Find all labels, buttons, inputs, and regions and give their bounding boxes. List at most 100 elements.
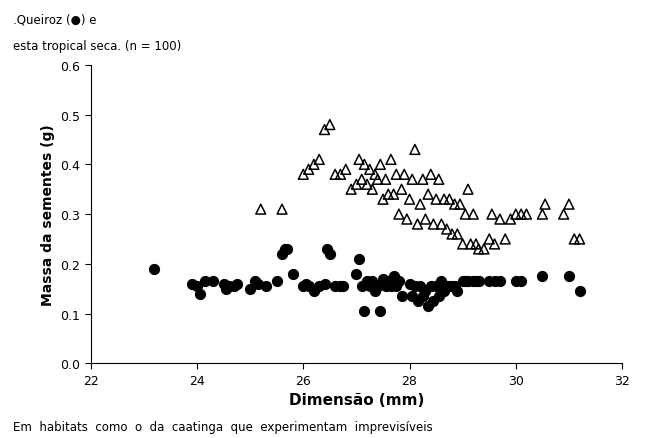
Point	[378, 196, 388, 203]
Point	[434, 177, 444, 184]
Point	[359, 162, 369, 169]
X-axis label: Dimensão (mm): Dimensão (mm)	[289, 392, 424, 407]
Point	[364, 166, 375, 173]
Point	[200, 278, 210, 285]
Point	[301, 281, 311, 288]
Point	[149, 266, 159, 273]
Point	[574, 288, 584, 295]
Point	[450, 201, 460, 208]
Point	[391, 283, 401, 290]
Point	[521, 211, 531, 218]
Point	[314, 283, 325, 290]
Point	[439, 288, 449, 295]
Point	[516, 211, 526, 218]
Point	[415, 283, 425, 290]
Point	[452, 231, 463, 238]
Point	[208, 278, 218, 285]
Point	[564, 273, 574, 280]
Point	[457, 278, 468, 285]
Point	[397, 186, 407, 193]
Point	[346, 186, 356, 193]
Point	[356, 177, 367, 184]
Point	[457, 241, 468, 248]
Point	[441, 226, 452, 233]
Point	[335, 283, 345, 290]
Point	[441, 283, 452, 290]
Point	[279, 246, 290, 253]
Point	[232, 281, 242, 288]
Point	[380, 177, 391, 184]
Point	[417, 177, 428, 184]
Point	[351, 181, 362, 188]
Point	[325, 251, 335, 258]
Point	[511, 211, 521, 218]
Point	[367, 278, 378, 285]
Point	[410, 147, 420, 154]
Point	[402, 216, 412, 223]
Point	[187, 281, 197, 288]
Point	[487, 211, 497, 218]
Point	[494, 216, 505, 223]
Point	[463, 278, 473, 285]
Point	[460, 278, 470, 285]
Point	[282, 246, 292, 253]
Point	[354, 256, 364, 263]
Point	[383, 191, 393, 198]
Point	[375, 162, 386, 169]
Point	[474, 246, 484, 253]
Point	[319, 127, 330, 134]
Point	[288, 271, 298, 278]
Point	[375, 308, 386, 315]
Point	[407, 177, 417, 184]
Point	[338, 283, 349, 290]
Point	[450, 283, 460, 290]
Point	[255, 206, 266, 213]
Point	[417, 293, 428, 300]
Point	[386, 283, 396, 290]
Point	[479, 246, 489, 253]
Point	[436, 221, 446, 228]
Point	[383, 278, 393, 285]
Point	[447, 283, 457, 290]
Point	[415, 201, 425, 208]
Point	[298, 283, 308, 290]
Text: Em  habitats  como  o  da  caatinga  que  experimentam  imprevisíveis: Em habitats como o da caatinga que exper…	[13, 420, 433, 434]
Point	[500, 236, 511, 243]
Point	[444, 196, 454, 203]
Point	[330, 171, 340, 178]
Point	[370, 288, 380, 295]
Point	[428, 221, 439, 228]
Point	[452, 288, 463, 295]
Point	[370, 171, 380, 178]
Point	[559, 211, 569, 218]
Point	[319, 281, 330, 288]
Point	[444, 283, 454, 290]
Point	[426, 283, 436, 290]
Point	[308, 162, 319, 169]
Point	[308, 288, 319, 295]
Point	[428, 298, 439, 305]
Point	[540, 201, 550, 208]
Point	[224, 283, 234, 290]
Point	[373, 283, 383, 290]
Point	[351, 271, 362, 278]
Point	[537, 211, 548, 218]
Point	[460, 211, 470, 218]
Point	[335, 171, 345, 178]
Point	[364, 283, 375, 290]
Text: esta tropical seca. (n = 100): esta tropical seca. (n = 100)	[13, 39, 181, 53]
Point	[330, 283, 340, 290]
Point	[277, 251, 287, 258]
Point	[463, 186, 473, 193]
Point	[378, 276, 388, 283]
Point	[298, 171, 308, 178]
Point	[494, 278, 505, 285]
Point	[221, 286, 231, 293]
Point	[436, 278, 446, 285]
Point	[468, 211, 478, 218]
Point	[272, 278, 282, 285]
Point	[426, 171, 436, 178]
Point	[505, 216, 516, 223]
Point	[386, 156, 396, 163]
Point	[516, 278, 526, 285]
